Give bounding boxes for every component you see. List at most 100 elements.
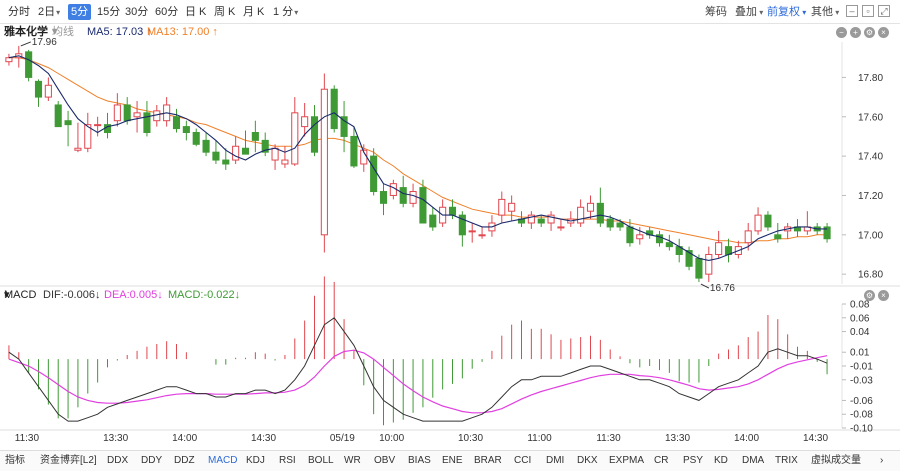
candle-body [586,202,595,212]
indicator-tab[interactable]: CR [654,455,669,466]
candle-body [636,234,644,240]
indicator-tabs: 指标 资金博弈[L2] DDX DDY DDZ MACD KDJ RSI BOLL WR OBV BI… [0,450,900,471]
candle [793,219,802,237]
candle [764,211,772,231]
close-icon[interactable]: × [878,27,889,38]
candle [261,132,269,157]
indicator-tab[interactable]: BOLL [308,455,334,466]
candle-body [577,206,585,224]
indicator-tab[interactable]: KD [714,455,728,466]
high-label: 17.96 [32,37,57,48]
indicator-tab[interactable]: KDJ [246,455,265,466]
minimize-icon[interactable]: – [846,5,858,17]
plus-icon[interactable]: + [850,27,861,38]
indicator-tab[interactable]: ENE [442,455,463,466]
period-fenshi[interactable]: 分时 [8,6,30,18]
indicator-tab[interactable]: MACD [208,455,238,466]
period-2day[interactable]: 2日▾ [38,6,61,18]
indicator-tab[interactable]: 指标 [5,455,25,466]
candle [636,226,644,245]
macd-tick-label: 0.01 [850,348,870,359]
candle-body [744,230,752,244]
chevron-right-icon[interactable]: › [880,455,884,466]
candle-body [271,147,279,161]
candle-body [498,198,506,216]
indicator-tab[interactable]: CCI [514,455,532,466]
candle-body [172,116,181,130]
maximize-icon[interactable]: ▫ [862,5,874,17]
candle [310,104,319,157]
chips-button[interactable]: 筹码 [705,6,727,18]
candle-body [64,120,72,126]
indicator-tab[interactable]: DDZ [174,455,195,466]
price-legend: 雅本化学 均线 ▾ MA5: 17.03 ↑ MA13: 17.00 ↑ [0,24,900,40]
candle-body [222,159,230,165]
low-pointer [700,283,710,289]
indicator-tab[interactable]: OBV [374,455,396,466]
candle-body [379,191,388,204]
candle-body [143,112,151,134]
candle-body [370,155,378,193]
candle-body [508,202,516,212]
price-tick-label: 17.60 [858,112,883,123]
candle-body [84,124,92,149]
candle-body [448,206,457,216]
period-month-k[interactable]: 月 K [243,6,265,18]
indicator-tab[interactable]: DDX [107,455,129,466]
gear-icon[interactable]: ⚙ [864,290,875,301]
indicator-tab[interactable]: DDY [141,455,163,466]
period-1min[interactable]: 1 分▾ [273,6,299,18]
macd-selector[interactable]: MACD ▾ [4,289,37,301]
candle [212,140,220,164]
candle [84,112,92,153]
candle [803,211,811,235]
indicator-tab[interactable]: BRAR [474,455,502,466]
period-30min[interactable]: 30分 [125,6,149,18]
candle-body [330,88,338,130]
indicator-tab[interactable]: 虚拟成交量 [811,455,861,466]
candle-body [34,80,43,98]
candle [64,110,72,147]
indicator-tab[interactable]: DKX [577,455,598,466]
indicator-tab[interactable]: DMA [742,455,765,466]
period-15min[interactable]: 15分 [97,6,121,18]
candle-body [281,159,289,165]
indicator-tab[interactable]: 资金博弈[L2] [40,455,97,466]
candle [379,183,388,216]
close-icon[interactable]: × [878,290,889,301]
period-60min[interactable]: 60分 [155,6,179,18]
period-5min[interactable]: 5分 [68,4,92,20]
macd-legend: MACD ▾ DIF:-0.006↓ DEA:0.005↓ MACD:-0.02… [0,288,900,303]
indicator-tab[interactable]: EXPMA [609,455,645,466]
time-tick-label: 11:00 [527,433,552,444]
adjust-forward-button[interactable]: 前复权 ▾ [767,6,807,18]
candle [25,49,33,82]
candle [54,101,62,128]
indicator-tab[interactable]: PSY [683,455,704,466]
indicator-tab[interactable]: DMI [546,455,565,466]
candle [330,85,338,133]
indicator-tab[interactable]: BIAS [408,455,431,466]
gear-icon[interactable]: ⚙ [864,27,875,38]
ma-selector[interactable]: 均线 ▾ [52,26,74,38]
fullscreen-icon[interactable]: ⤢ [878,5,890,17]
candle [577,199,585,227]
candle [241,130,250,155]
candle [705,246,713,283]
candle-body [25,51,33,78]
period-day-k[interactable]: 日 K [185,6,207,18]
minus-icon[interactable]: − [836,27,847,38]
candle [675,238,683,263]
dea-label: DEA:0.005↓ [104,289,163,301]
overlay-button[interactable]: 叠加 ▾ [735,6,764,18]
indicator-tab[interactable]: RSI [279,455,296,466]
candle [498,191,506,224]
chevron-down-icon: ▾ [757,8,764,17]
period-week-k[interactable]: 周 K [214,6,236,18]
indicator-tab[interactable]: WR [344,455,361,466]
indicator-tab[interactable]: TRIX [775,455,798,466]
candle [458,211,466,247]
other-button[interactable]: 其他 ▾ [811,6,840,18]
candle [350,126,358,168]
